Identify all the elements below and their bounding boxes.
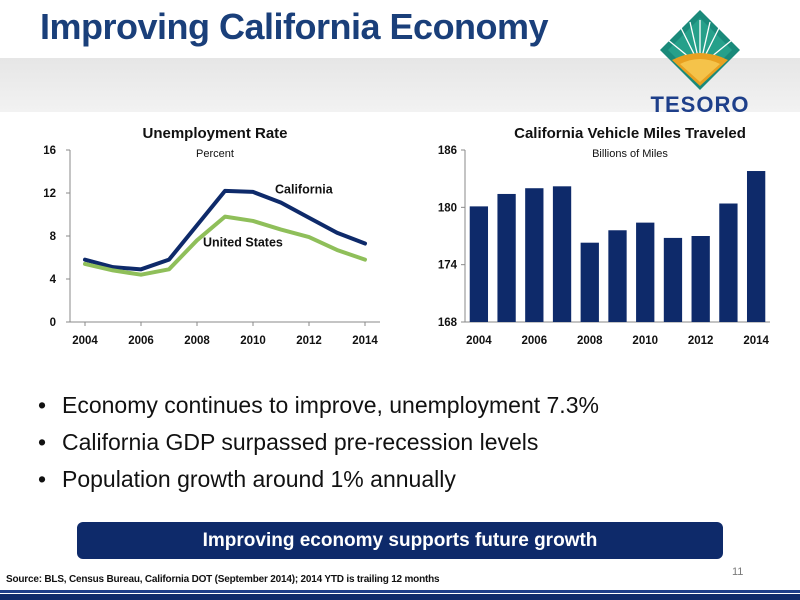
bar-2005: [497, 193, 516, 322]
vehicle-miles-chart-svg: California Vehicle Miles Traveled Billion…: [438, 125, 770, 347]
x-tick-label: 2010: [632, 335, 658, 347]
unemployment-chart-svg: Unemployment Rate Percent 0 4 8 12 16 2004 2006 2…: [43, 125, 380, 347]
bullet-text: Economy continues to improve, unemployme…: [62, 392, 599, 418]
bullet-text: Population growth around 1% annually: [62, 466, 456, 492]
x-tick-label: 2014: [352, 335, 378, 347]
chart-subtitle: Percent: [196, 148, 234, 160]
unemployment-chart: Unemployment Rate Percent 0 4 8 12 16 2004 2006 2…: [25, 118, 400, 358]
bar-2004: [469, 206, 489, 322]
bullet-list: • Economy continues to improve, unemploym…: [38, 390, 758, 501]
bar-2013: [719, 203, 738, 322]
series-line-california: [83, 188, 367, 272]
bar-2007: [552, 186, 572, 322]
y-tick-label: 16: [43, 145, 56, 157]
page-title: Improving California Economy: [40, 6, 549, 47]
y-tick-label: 174: [438, 260, 458, 272]
bullet-dot-icon: •: [38, 429, 47, 455]
x-tick-label: 2006: [128, 335, 154, 347]
bullet-dot-icon: •: [38, 392, 47, 418]
bar-2009: [608, 230, 627, 322]
y-tick-label: 12: [43, 188, 56, 200]
y-tick-label: 168: [438, 317, 458, 329]
tesoro-logo: TESORO: [650, 8, 750, 122]
bullet-item: • California GDP surpassed pre-recession …: [38, 427, 758, 464]
x-tick-label: 2012: [296, 335, 322, 347]
bar-2011: [663, 237, 683, 322]
chart-subtitle: Billions of Miles: [592, 148, 668, 160]
bullet-dot-icon: •: [38, 466, 47, 492]
y-tick-label: 8: [50, 231, 57, 243]
page-number: 11: [732, 566, 744, 578]
bar-2010: [636, 222, 655, 322]
tesoro-logo-text: TESORO: [650, 92, 750, 117]
bullet-item: • Economy continues to improve, unemploym…: [38, 390, 758, 427]
bar-2006: [525, 188, 544, 322]
x-tick-label: 2012: [688, 335, 714, 347]
bar-2014: [746, 171, 766, 322]
y-tick-label: 180: [438, 202, 457, 214]
x-tick-label: 2014: [743, 335, 769, 347]
footer-stripe: [0, 590, 800, 593]
x-tick-label: 2006: [522, 335, 548, 347]
bar-2012: [691, 236, 710, 322]
footer-bar: [0, 590, 800, 600]
series-label-california: California: [275, 183, 334, 197]
vehicle-miles-chart: California Vehicle Miles Traveled Billion…: [415, 118, 790, 358]
chart-title: Unemployment Rate: [142, 125, 287, 142]
x-tick-label: 2008: [577, 335, 603, 347]
y-tick-label: 4: [50, 274, 57, 286]
chart-title: California Vehicle Miles Traveled: [514, 125, 746, 142]
header-decor-band: [0, 58, 800, 112]
summary-banner: Improving economy supports future growth: [77, 522, 723, 559]
y-tick-label: 186: [438, 145, 457, 157]
x-tick-label: 2010: [240, 335, 266, 347]
bullet-text: California GDP surpassed pre-recession l…: [62, 429, 539, 455]
tesoro-logo-icon: [660, 10, 740, 90]
y-tick-label: 0: [50, 317, 56, 329]
bullet-item: • Population growth around 1% annually: [38, 464, 758, 501]
x-tick-label: 2004: [466, 335, 492, 347]
series-label-united-states: United States: [203, 236, 283, 250]
x-tick-label: 2004: [72, 335, 98, 347]
x-tick-label: 2008: [184, 335, 210, 347]
source-note: Source: BLS, Census Bureau, California D…: [6, 574, 440, 585]
bar-2008: [580, 242, 599, 322]
footer-stripe: [0, 594, 800, 600]
